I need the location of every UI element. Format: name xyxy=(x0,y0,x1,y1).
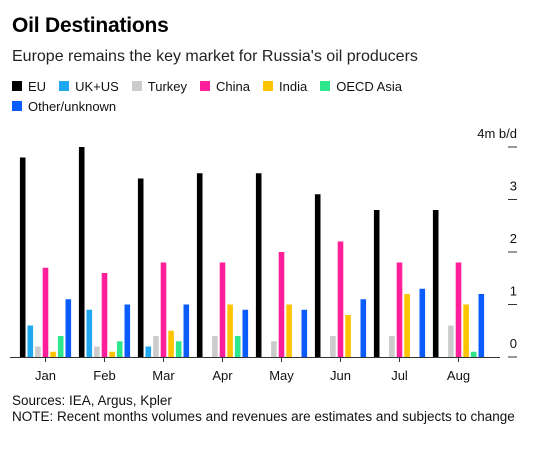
bar-oecd-asia-jan xyxy=(57,336,64,357)
bar-china-apr xyxy=(219,262,226,357)
bar-other-unknown-jan xyxy=(65,299,72,357)
x-tick-label: May xyxy=(269,368,294,383)
sources-note: Sources: IEA, Argus, Kpler xyxy=(12,393,172,408)
bar-turkey-aug xyxy=(448,325,454,357)
legend-swatch xyxy=(200,81,211,91)
y-tick-label: 2 xyxy=(510,231,517,246)
legend-label: China xyxy=(216,78,250,94)
bar-eu-jul xyxy=(373,210,380,357)
bar-eu-aug xyxy=(432,210,439,357)
bar-eu-jan xyxy=(19,157,26,357)
legend-swatch xyxy=(320,81,331,91)
bar-turkey-apr xyxy=(212,336,218,357)
bar-oecd-asia-feb xyxy=(116,341,123,357)
bar-eu-jun xyxy=(314,194,321,357)
y-tick-label: 1 xyxy=(510,284,517,299)
bar-turkey-jan xyxy=(35,346,41,357)
bar-eu-may xyxy=(255,173,262,357)
legend-label: EU xyxy=(28,78,47,94)
legend-swatch xyxy=(59,81,70,91)
bar-other-unknown-apr xyxy=(242,309,249,357)
x-tick-label: Mar xyxy=(152,368,175,383)
legend-label: India xyxy=(279,78,308,94)
bar-other-unknown-mar xyxy=(183,304,190,357)
legend-label: Turkey xyxy=(147,78,188,94)
legend-item: China xyxy=(200,76,250,96)
bar-other-unknown-jun xyxy=(360,299,367,357)
bar-eu-mar xyxy=(137,178,144,357)
bar-china-feb xyxy=(101,273,108,357)
bar-oecd-asia-aug xyxy=(470,351,477,357)
y-tick-label: 4m b/d xyxy=(477,126,517,141)
bar-oecd-asia-apr xyxy=(234,336,241,357)
bar-uk-us-mar xyxy=(145,346,152,357)
legend-label: Other/unknown xyxy=(28,98,117,114)
legend-item: Turkey xyxy=(131,76,188,96)
bar-india-jun xyxy=(345,315,351,357)
bar-other-unknown-may xyxy=(301,309,308,357)
bar-china-may xyxy=(278,252,285,357)
legend-label: OECD Asia xyxy=(336,78,402,94)
chart-title: Oil Destinations xyxy=(12,14,169,37)
chart-footer: Sources: IEA, Argus, Kpler NOTE: Recent … xyxy=(12,393,522,425)
bar-india-feb xyxy=(109,351,115,357)
bar-other-unknown-jul xyxy=(419,288,426,357)
legend-item: UK+US xyxy=(59,76,119,96)
legend-swatch xyxy=(12,101,22,111)
bar-china-aug xyxy=(455,262,462,357)
bar-china-jun xyxy=(337,241,344,357)
bar-turkey-may xyxy=(271,341,277,357)
legend-swatch xyxy=(131,81,142,91)
bar-uk-us-feb xyxy=(86,309,93,357)
legend-swatch xyxy=(263,81,273,91)
x-tick-label: Jun xyxy=(330,368,351,383)
bar-oecd-asia-mar xyxy=(175,341,182,357)
x-tick-label: Jan xyxy=(35,368,56,383)
bar-turkey-mar xyxy=(153,336,159,357)
chart-subtitle: Europe remains the key market for Russia… xyxy=(12,48,418,65)
bar-turkey-feb xyxy=(94,346,100,357)
bar-other-unknown-aug xyxy=(478,294,485,357)
bar-india-jan xyxy=(50,351,56,357)
bar-india-may xyxy=(286,304,292,357)
bar-china-mar xyxy=(160,262,167,357)
bar-eu-feb xyxy=(78,147,85,357)
legend-label: UK+US xyxy=(75,78,119,94)
bar-uk-us-jan xyxy=(27,325,34,357)
legend-item: EU xyxy=(12,76,46,96)
legend-swatch xyxy=(12,81,22,91)
bar-india-mar xyxy=(168,330,174,357)
x-tick-label: Feb xyxy=(93,368,115,383)
bar-other-unknown-feb xyxy=(124,304,131,357)
bar-china-jul xyxy=(396,262,403,357)
legend-item: OECD Asia xyxy=(320,76,402,96)
x-tick-label: Jul xyxy=(391,368,408,383)
x-tick-label: Apr xyxy=(212,368,233,383)
bar-india-jul xyxy=(404,294,410,357)
bar-eu-apr xyxy=(196,173,203,357)
chart-legend: EU UK+US Turkey China India OECD Asia Other/un… xyxy=(12,76,512,116)
y-tick-label: 0 xyxy=(510,336,517,351)
bar-turkey-jun xyxy=(330,336,336,357)
legend-item: India xyxy=(263,76,307,96)
bar-china-jan xyxy=(42,267,49,357)
bar-india-aug xyxy=(463,304,469,357)
x-tick-label: Aug xyxy=(447,368,470,383)
estimates-note: NOTE: Recent months volumes and revenues… xyxy=(12,409,515,424)
y-tick-label: 3 xyxy=(510,179,517,194)
bar-india-apr xyxy=(227,304,233,357)
legend-item: Other/unknown xyxy=(12,96,116,116)
bar-turkey-jul xyxy=(389,336,395,357)
